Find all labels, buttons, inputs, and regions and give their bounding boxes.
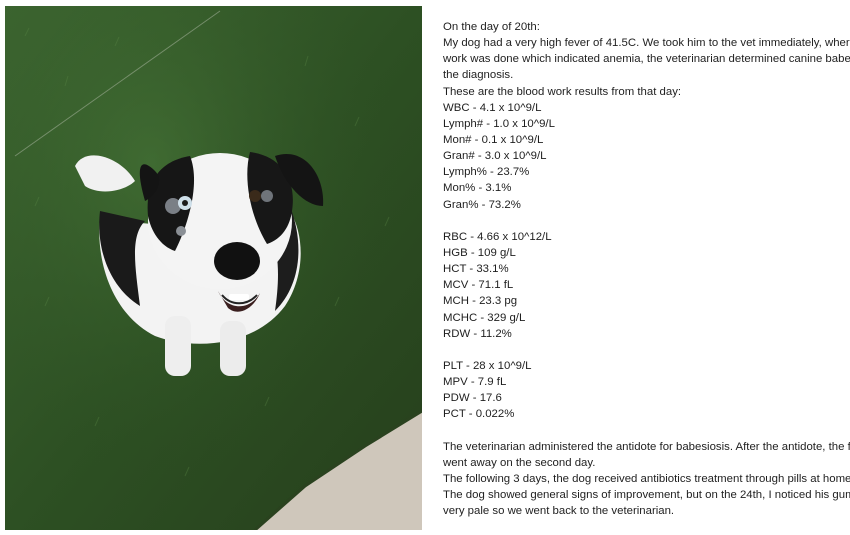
text-line: These are the blood work results from th… [443,85,682,98]
text-line: My dog had a very high fever of 41.5C. W… [443,37,850,50]
text-line: PDW - 17.6 [443,392,502,405]
dog-figure [75,152,324,376]
blank-line [443,423,850,439]
blank-line [443,342,850,358]
text-line: Mon% - 3.1% [443,182,512,195]
text-line: very pale so we went back to the veterin… [443,505,675,518]
text-line: Gran# - 3.0 x 10^9/L [443,150,547,163]
text-line: The following 3 days, the dog received a… [443,472,850,485]
text-line: The veterinarian administered the antido… [443,440,850,453]
text-line: PLT - 28 x 10^9/L [443,359,532,372]
medical-history-text: On the day of 20th: My dog had a very hig… [443,19,850,535]
text-line: MCHC - 329 g/L [443,311,526,324]
text-line: MCV - 71.1 fL [443,279,514,292]
text-line: PCT - 0.022% [443,408,515,421]
blank-line [443,213,850,229]
text-line: Mon# - 0.1 x 10^9/L [443,133,544,146]
text-line: HCT - 33.1% [443,263,509,276]
text-line: went away on the second day. [443,456,596,469]
text-line: Lymph# - 1.0 x 10^9/L [443,117,555,130]
text-line: MPV - 7.9 fL [443,376,507,389]
text-line: RDW - 11.2% [443,327,512,340]
text-line: RBC - 4.66 x 10^12/L [443,230,552,243]
text-line: MCH - 23.3 pg [443,295,518,308]
text-line: work was done which indicated anemia, th… [443,53,850,66]
text-line: Gran% - 73.2% [443,198,521,211]
text-line: HGB - 109 g/L [443,246,516,259]
dog-photo [5,6,422,530]
text-line: the diagnosis. [443,69,514,82]
text-line: WBC - 4.1 x 10^9/L [443,101,542,114]
text-line: Lymph% - 23.7% [443,166,530,179]
text-line: The dog showed general signs of improvem… [443,489,850,502]
text-line: On the day of 20th: [443,21,540,33]
